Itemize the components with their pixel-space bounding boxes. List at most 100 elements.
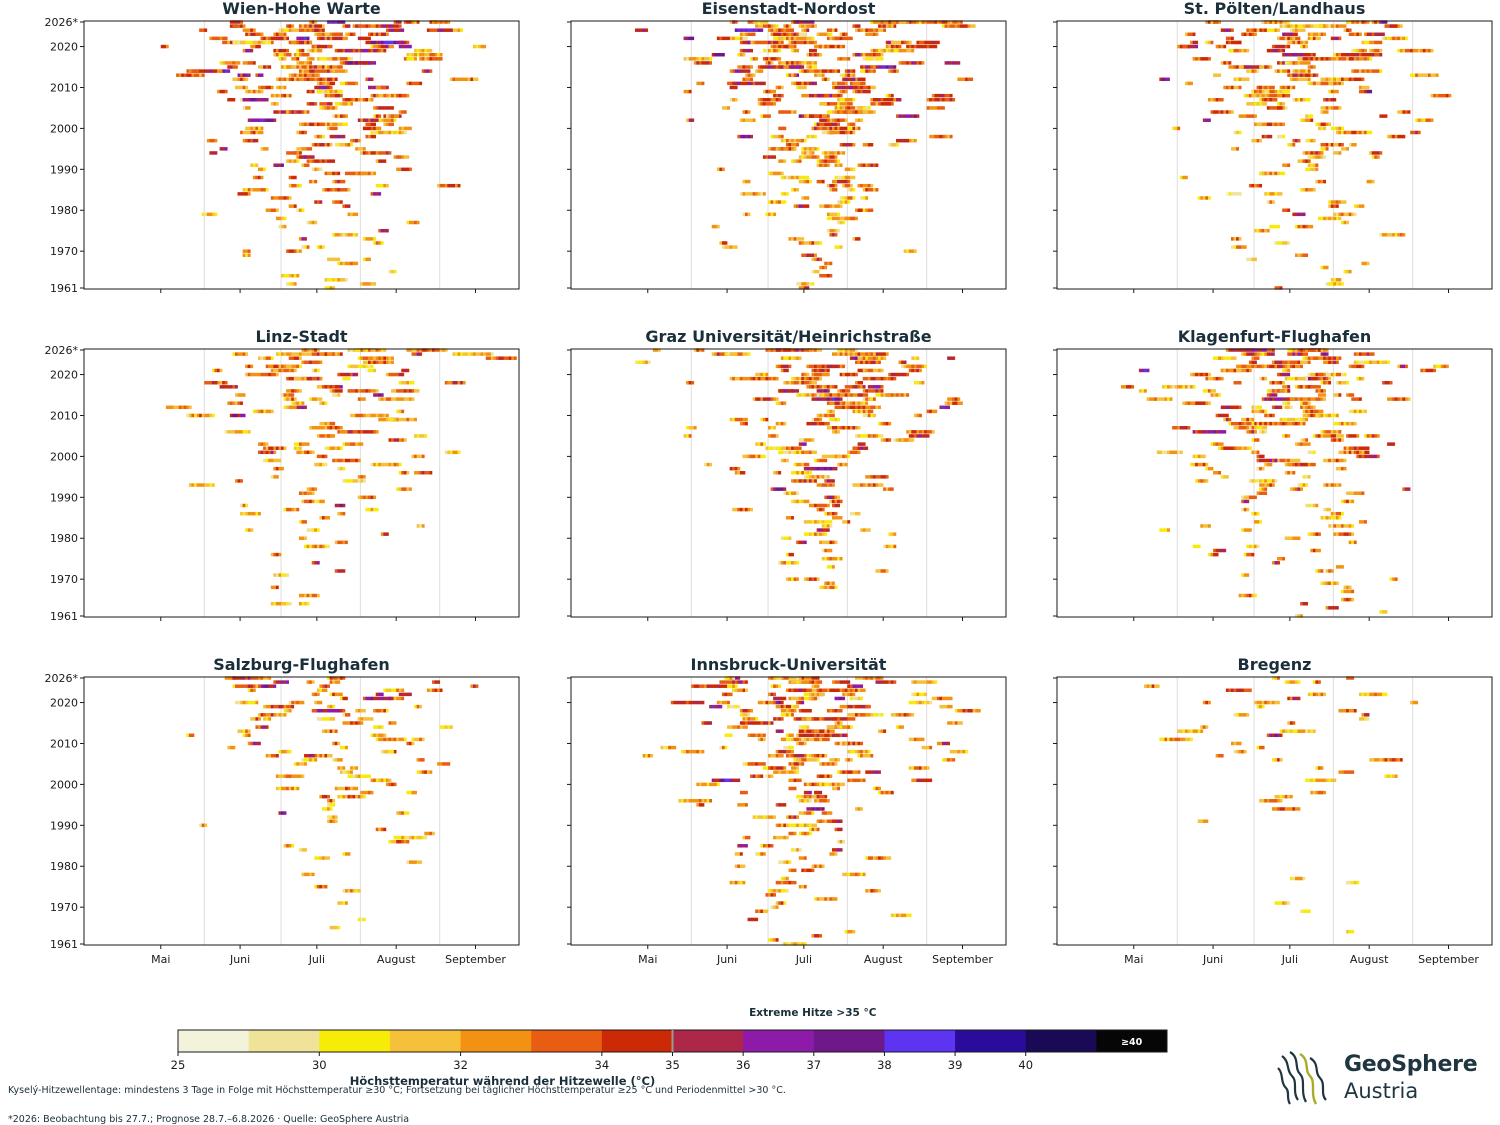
heatwave-day-cell: [872, 53, 876, 57]
heatwave-day-cell: [355, 138, 359, 143]
heatwave-day-cell: [362, 237, 366, 241]
heatwave-day-cell: [857, 24, 861, 28]
heatwave-day-cell: [839, 130, 843, 135]
heatwave-day-cell: [862, 53, 866, 57]
heatwave-day-cell: [852, 143, 856, 147]
heatwave-day-cell: [258, 511, 261, 516]
heatwave-day-cell: [796, 40, 800, 45]
heatwave-day-cell: [885, 20, 889, 24]
heatwave-day-cell: [1330, 36, 1334, 41]
heatwave-day-cell: [1213, 73, 1216, 77]
heatwave-day-cell: [837, 36, 840, 41]
heatwave-day-cell: [1310, 114, 1314, 118]
heatwave-day-cell: [1394, 134, 1398, 139]
heatwave-day-cell: [867, 85, 871, 90]
heatwave-day-cell: [755, 20, 759, 24]
heatwave-day-cell: [852, 175, 856, 180]
heatwave-day-cell: [826, 114, 830, 118]
heatwave-day-cell: [291, 393, 295, 397]
heatwave-day-cell: [163, 44, 167, 49]
heatwave-day-cell: [165, 44, 169, 49]
heatwave-day-cell: [849, 81, 853, 86]
plot-area: [1057, 21, 1492, 289]
heatwave-day-cell: [360, 98, 364, 102]
heatwave-day-cell: [872, 32, 876, 37]
heatwave-day-cell: [350, 81, 353, 86]
heatwave-day-cell: [186, 413, 190, 418]
heatwave-day-cell: [319, 516, 323, 520]
heatwave-day-cell: [837, 212, 840, 217]
heatwave-day-cell: [403, 381, 407, 385]
heatwave-day-cell: [801, 138, 805, 143]
heatwave-day-cell: [1264, 28, 1268, 32]
heatwave-day-cell: [347, 98, 351, 102]
heatwave-day-cell: [209, 69, 213, 73]
heatwave-day-cell: [321, 516, 325, 520]
heatwave-day-cell: [1282, 122, 1286, 127]
heatwave-day-cell: [1341, 126, 1344, 131]
heatwave-day-cell: [870, 188, 874, 192]
heatwave-day-cell: [227, 401, 231, 405]
heatwave-day-cell: [1251, 32, 1255, 37]
heatwave-day-cell: [319, 85, 323, 90]
heatwave-day-cell: [298, 61, 302, 65]
heatwave-day-cell: [839, 32, 843, 37]
y-tick-label: 1961: [50, 610, 78, 623]
heatwave-day-cell: [229, 40, 233, 45]
heatwave-day-cell: [270, 585, 274, 590]
heatwave-day-cell: [785, 44, 789, 49]
heatwave-day-cell: [1279, 69, 1283, 73]
heatwave-day-cell: [1333, 278, 1337, 282]
heatwave-day-cell: [826, 28, 830, 32]
heatwave-day-cell: [849, 130, 853, 135]
heatwave-day-cell: [775, 44, 779, 49]
heatwave-day-cell: [396, 462, 400, 467]
heatwave-day-cell: [1300, 118, 1303, 122]
y-tick-label: 1980: [50, 532, 78, 545]
heatwave-day-cell: [808, 93, 812, 98]
heatwave-day-cell: [286, 28, 290, 32]
heatwave-day-cell: [444, 28, 448, 32]
heatwave-day-cell: [1277, 48, 1280, 53]
heatwave-day-cell: [826, 565, 830, 569]
heatwave-day-cell: [1231, 192, 1234, 196]
heatwave-day-cell: [1261, 20, 1265, 24]
heatwave-day-cell: [791, 48, 794, 53]
heatwave-day-cell: [232, 352, 236, 356]
heatwave-day-cell: [1259, 28, 1263, 32]
heatwave-day-cell: [890, 65, 894, 69]
heatwave-day-cell: [803, 85, 807, 90]
heatwave-day-cell: [870, 110, 874, 114]
heatwave-day-cell: [368, 85, 371, 90]
heatwave-day-cell: [849, 73, 853, 77]
heatwave-day-cell: [931, 134, 935, 139]
heatwave-day-cell: [1346, 53, 1350, 57]
heatwave-day-cell: [332, 126, 336, 131]
heatwave-day-cell: [1302, 224, 1306, 229]
heatwave-day-cell: [1328, 143, 1332, 147]
heatwave-day-cell: [304, 53, 307, 57]
heatwave-day-cell: [816, 126, 820, 131]
heatwave-day-cell: [775, 28, 779, 32]
heatwave-day-cell: [757, 192, 761, 196]
heatwave-day-cell: [403, 57, 407, 61]
heatwave-day-cell: [396, 114, 400, 118]
heatwave-day-cell: [296, 376, 300, 381]
heatwave-day-cell: [688, 118, 692, 122]
heatwave-day-cell: [1269, 20, 1273, 24]
heatwave-day-cell: [1236, 48, 1239, 53]
heatwave-day-cell: [263, 147, 266, 151]
heatwave-day-cell: [798, 32, 802, 37]
heatwave-day-cell: [806, 286, 810, 290]
heatwave-day-cell: [332, 106, 336, 110]
heatwave-day-cell: [183, 73, 187, 77]
heatwave-day-cell: [260, 409, 264, 414]
heatwave-day-cell: [411, 381, 415, 385]
heatwave-day-cell: [378, 126, 382, 131]
heatwave-day-cell: [327, 434, 330, 438]
heatwave-day-cell: [1369, 69, 1373, 73]
heatwave-day-cell: [365, 360, 369, 365]
heatwave-day-cell: [252, 511, 256, 516]
heatwave-day-cell: [224, 89, 228, 94]
heatwave-day-cell: [403, 93, 407, 98]
